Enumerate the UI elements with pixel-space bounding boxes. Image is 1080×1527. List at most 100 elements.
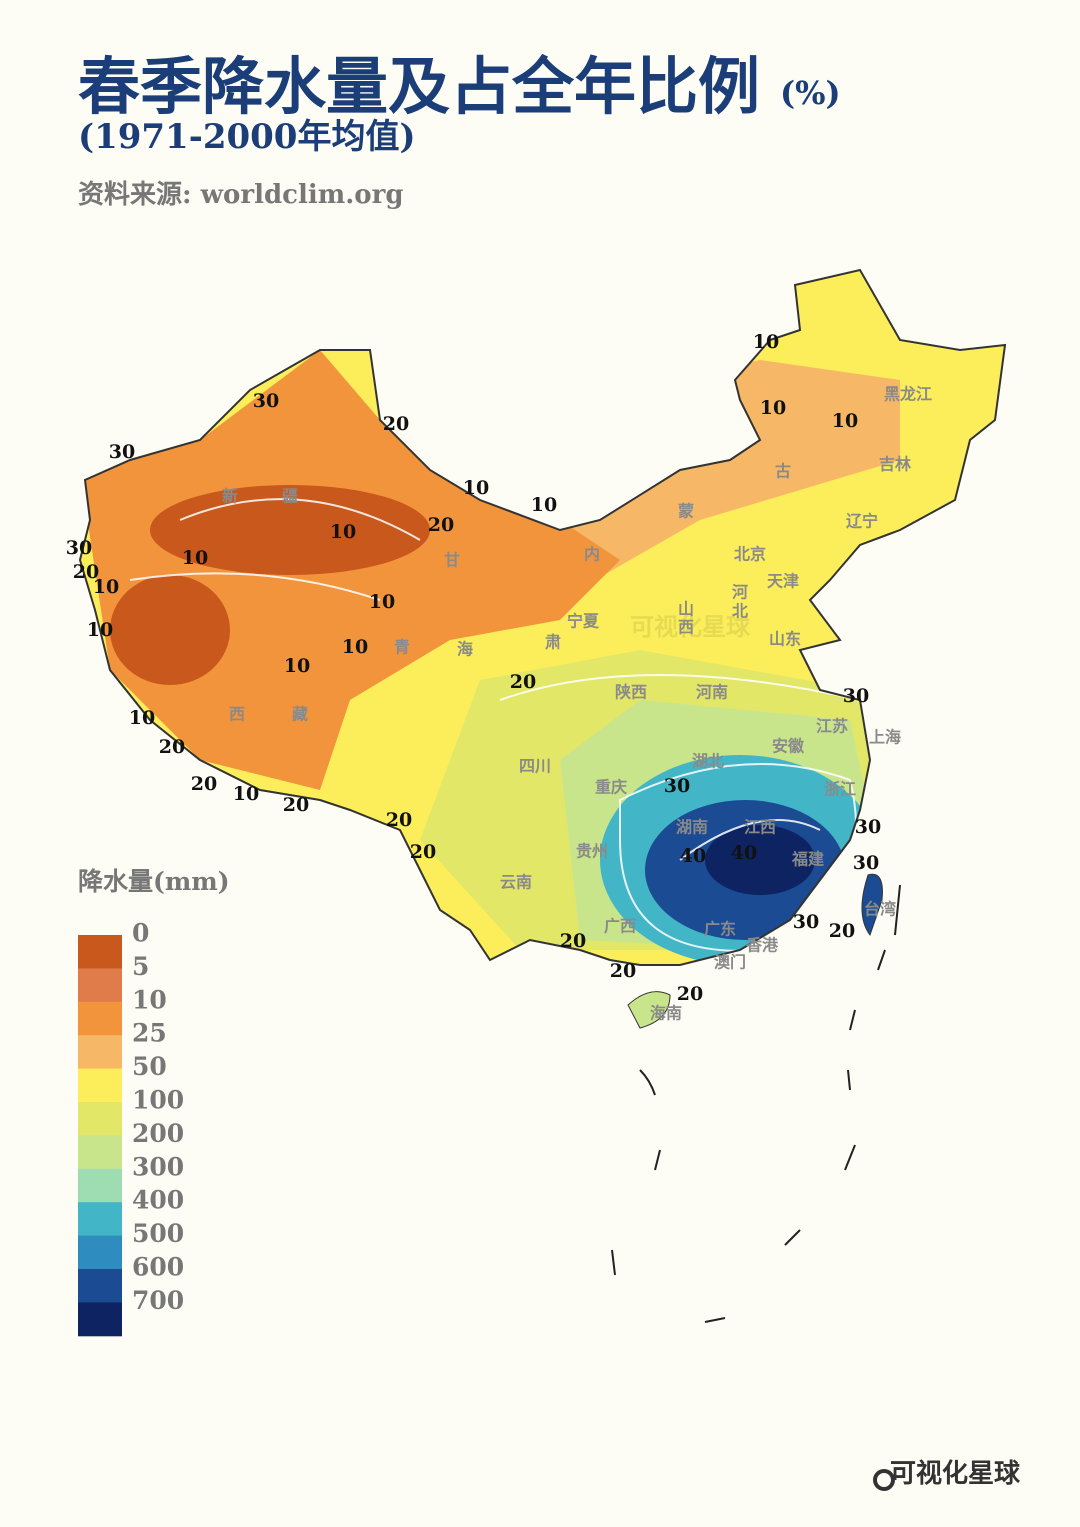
legend-swatch (78, 968, 122, 1003)
province-label: 江苏 (816, 717, 848, 736)
province-label: 广东 (704, 920, 736, 939)
province-label: 山 (678, 600, 694, 619)
province-label: 蒙 (678, 502, 694, 521)
legend-title: 降水量(mm) (78, 867, 230, 896)
border (78, 268, 1007, 966)
province-label: 北 (732, 602, 748, 621)
contour-label: 10 (129, 707, 155, 729)
subtitle: (1971-2000年均值) (78, 117, 416, 157)
legend-label: 500 (132, 1219, 184, 1248)
contour-label: 10 (531, 494, 557, 516)
province-label: 湖南 (676, 818, 708, 837)
province-label: 海南 (650, 1004, 682, 1023)
province-label: 新 (222, 487, 238, 506)
legend-swatch (78, 1168, 122, 1203)
legend-label: 400 (132, 1186, 184, 1215)
contour-label: 10 (93, 576, 119, 598)
contour-label: 40 (731, 842, 757, 864)
source: 资料来源: worldclim.org (78, 180, 404, 210)
contour-label: 20 (610, 960, 636, 982)
province-label: 海 (457, 640, 473, 659)
contour-label: 10 (182, 547, 208, 569)
province-label: 四川 (519, 757, 551, 776)
contour-label: 30 (843, 685, 869, 707)
province-label: 澳门 (714, 953, 746, 972)
contour-label: 30 (853, 852, 879, 874)
title-unit: (%) (780, 74, 841, 112)
legend-swatch (78, 1269, 122, 1303)
province-label: 天津 (767, 572, 799, 591)
province-label: 山东 (769, 630, 801, 649)
province-label: 甘 (444, 551, 460, 570)
contour-label: 40 (680, 845, 706, 867)
contour-label: 20 (159, 736, 185, 758)
watermark: 可视化星球 (630, 612, 751, 641)
legend-swatch (78, 1035, 122, 1070)
contour-label: 20 (383, 413, 409, 435)
contour-label: 30 (253, 390, 279, 412)
brand: 可视化星球 (890, 1459, 1021, 1489)
contour-label: 20 (510, 671, 536, 693)
province-label: 内 (584, 545, 600, 564)
province-label: 浙江 (824, 780, 856, 799)
legend-label: 10 (132, 985, 167, 1014)
province-label: 河南 (696, 683, 728, 702)
legend-label: 200 (132, 1119, 184, 1148)
province-label: 藏 (292, 705, 308, 724)
legend-label: 100 (132, 1086, 184, 1115)
contour-label: 20 (410, 841, 436, 863)
contour-label: 10 (369, 591, 395, 613)
zone (705, 825, 815, 895)
province-label: 云南 (500, 873, 532, 892)
province-label: 安徽 (772, 737, 805, 756)
contour-label: 30 (664, 775, 690, 797)
province-label: 广西 (604, 917, 636, 936)
contour-label: 10 (342, 636, 368, 658)
legend-swatch (78, 935, 122, 969)
province-label: 湖北 (692, 752, 724, 771)
hainan (627, 991, 671, 1029)
contour-label: 20 (560, 930, 586, 952)
legend-label: 25 (132, 1019, 167, 1048)
province-label: 青 (394, 638, 410, 657)
brand-icon (873, 1469, 895, 1491)
contour-label: 10 (760, 397, 786, 419)
taiwan (861, 873, 883, 937)
legend-label: 600 (132, 1253, 184, 1282)
contour-label: 20 (829, 920, 855, 942)
contour-label: 10 (284, 655, 310, 677)
contour-label: 20 (283, 794, 309, 816)
legend-label: 5 (132, 952, 149, 981)
contour-label: 10 (233, 783, 259, 805)
province-label: 黑龙江 (884, 385, 932, 404)
province-label: 西 (678, 618, 694, 637)
legend-swatch (78, 1135, 122, 1170)
contour-label: 10 (832, 410, 858, 432)
legend-label: 300 (132, 1152, 184, 1181)
province-label: 宁夏 (567, 612, 600, 631)
legend-swatch (78, 1102, 122, 1136)
province-label: 陕西 (615, 683, 647, 702)
contour-label: 20 (73, 561, 99, 583)
title: 春季降水量及占全年比例 (78, 50, 760, 123)
province-label: 疆 (282, 487, 298, 506)
province-label: 江西 (744, 818, 776, 837)
contour-label: 20 (677, 983, 703, 1005)
province-label: 古 (775, 462, 791, 481)
legend-swatch (78, 1068, 122, 1103)
contour-label: 20 (428, 514, 454, 536)
province-label: 北京 (734, 545, 766, 564)
contour-label: 20 (191, 773, 217, 795)
province-label: 吉林 (879, 455, 911, 474)
province-label: 西 (229, 705, 245, 724)
province-label: 肃 (545, 633, 561, 652)
contour-label: 10 (463, 477, 489, 499)
contour-label: 20 (386, 809, 412, 831)
province-label: 香港 (745, 936, 779, 955)
province-label: 贵州 (576, 842, 608, 861)
contour-label: 10 (330, 521, 356, 543)
legend-swatch (78, 1302, 122, 1337)
contour-label: 30 (793, 911, 819, 933)
province-label: 河 (732, 583, 748, 602)
